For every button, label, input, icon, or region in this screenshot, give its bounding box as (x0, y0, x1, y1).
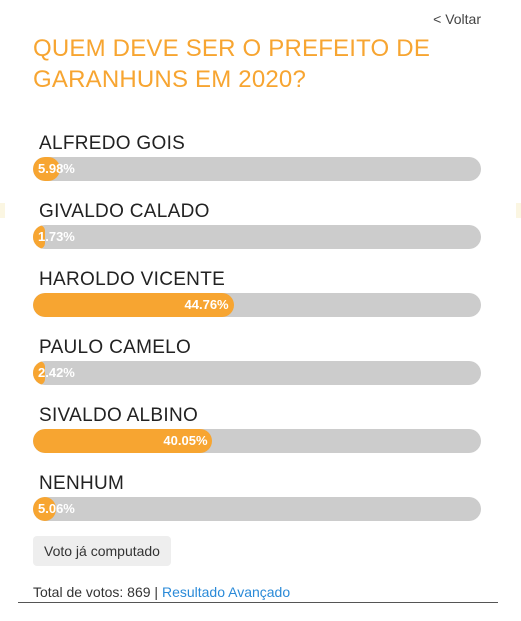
poll-footer: Total de votos: 869 | Resultado Avançado (33, 584, 290, 600)
back-link[interactable]: < Voltar (433, 11, 481, 27)
result-bar-fill (33, 225, 45, 249)
result-bar-track: 1.73% (33, 225, 481, 249)
result-bar-fill (33, 361, 45, 385)
poll-option: NENHUM 5.06% (33, 470, 481, 538)
option-label: SIVALDO ALBINO (39, 405, 199, 426)
poll-option: ALFREDO GOIS 5.98% (33, 130, 481, 198)
result-percent: 5.98% (38, 161, 75, 176)
divider (18, 602, 498, 603)
poll-title: QUEM DEVE SER O PREFEITO DE GARANHUNS EM… (33, 35, 431, 93)
result-bar-track: 5.06% (33, 497, 481, 521)
poll-option: SIVALDO ALBINO 40.05% (33, 402, 481, 470)
result-percent: 40.05% (163, 433, 208, 448)
result-percent: 2.42% (38, 365, 75, 380)
result-bar-fill (33, 429, 213, 453)
option-label: ALFREDO GOIS (39, 133, 186, 154)
option-label: PAULO CAMELO (39, 337, 192, 358)
result-percent: 5.06% (38, 501, 75, 516)
result-bar-fill (33, 497, 56, 521)
result-percent: 1.73% (38, 229, 75, 244)
footer-separator: | (150, 584, 162, 600)
edge-marker (0, 203, 5, 218)
result-bar-fill (33, 293, 234, 317)
edge-marker (516, 203, 521, 218)
total-votes: Total de votos: 869 (33, 584, 151, 600)
poll-options: ALFREDO GOIS 5.98% GIVALDO CALADO 1.73% … (33, 130, 481, 538)
result-percent: 44.76% (184, 297, 229, 312)
poll-option: PAULO CAMELO 2.42% (33, 334, 481, 402)
result-bar-track: 2.42% (33, 361, 481, 385)
option-label: HAROLDO VICENTE (39, 269, 226, 290)
result-bar-track: 44.76% (33, 293, 481, 317)
poll-option: HAROLDO VICENTE 44.76% (33, 266, 481, 334)
option-label: GIVALDO CALADO (39, 201, 210, 222)
poll-option: GIVALDO CALADO 1.73% (33, 198, 481, 266)
option-label: NENHUM (39, 473, 125, 494)
advanced-results-link[interactable]: Resultado Avançado (161, 584, 291, 600)
vote-computed-button[interactable]: Voto já computado (33, 536, 171, 566)
result-bar-track: 5.98% (33, 157, 481, 181)
result-bar-track: 40.05% (33, 429, 481, 453)
result-bar-fill (33, 157, 60, 181)
